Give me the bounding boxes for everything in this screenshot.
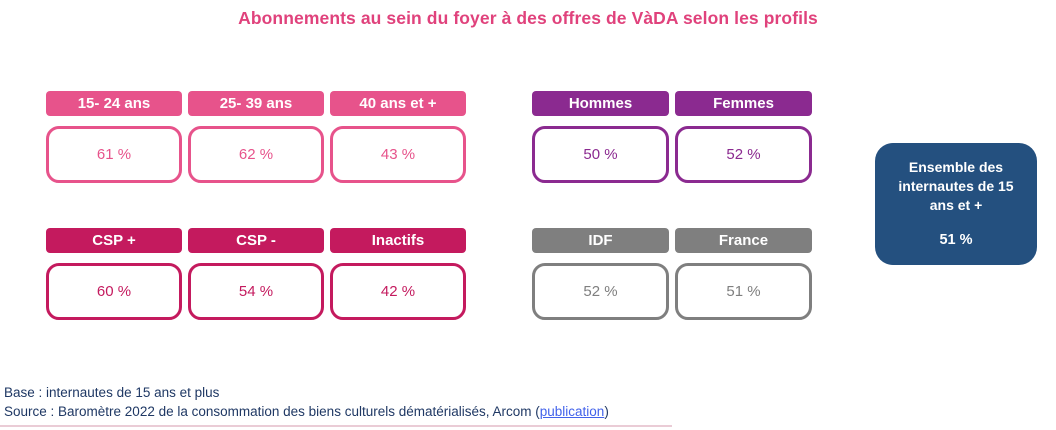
group-gender: Hommes 50 % Femmes 52 %	[532, 91, 812, 183]
source-suffix: )	[604, 403, 609, 419]
category-value: 60 %	[46, 263, 182, 320]
category-label: CSP +	[46, 228, 182, 253]
category-label: 25- 39 ans	[188, 91, 324, 116]
category-label: Inactifs	[330, 228, 466, 253]
category-value: 50 %	[532, 126, 669, 183]
category-label: Hommes	[532, 91, 669, 116]
publication-link[interactable]: publication	[539, 403, 605, 419]
category-value: 43 %	[330, 126, 466, 183]
category-label: CSP -	[188, 228, 324, 253]
stat-cell-hommes: Hommes 50 %	[532, 91, 669, 183]
category-label: France	[675, 228, 812, 253]
base-note: Base : internautes de 15 ans et plus	[4, 385, 220, 400]
bottom-divider	[0, 425, 672, 427]
stat-cell-france: France 51 %	[675, 228, 812, 320]
stat-cell-40-plus: 40 ans et + 43 %	[330, 91, 466, 183]
stat-cell-25-39: 25- 39 ans 62 %	[188, 91, 324, 183]
category-value: 54 %	[188, 263, 324, 320]
category-label: Femmes	[675, 91, 812, 116]
category-value: 52 %	[532, 263, 669, 320]
source-note: Source : Baromètre 2022 de la consommati…	[4, 403, 609, 422]
category-value: 61 %	[46, 126, 182, 183]
category-value: 42 %	[330, 263, 466, 320]
group-region: IDF 52 % France 51 %	[532, 228, 812, 320]
ensemble-box: Ensemble des internautes de 15 ans et + …	[875, 143, 1037, 265]
category-value: 62 %	[188, 126, 324, 183]
chart-title: Abonnements au sein du foyer à des offre…	[238, 8, 818, 28]
source-text: Source : Baromètre 2022 de la consommati…	[4, 403, 540, 419]
category-value: 52 %	[675, 126, 812, 183]
category-label: 40 ans et +	[330, 91, 466, 116]
group-csp: CSP + 60 % CSP - 54 % Inactifs 42 %	[46, 228, 466, 320]
stat-cell-femmes: Femmes 52 %	[675, 91, 812, 183]
stat-cell-15-24: 15- 24 ans 61 %	[46, 91, 182, 183]
footer: Base : internautes de 15 ans et plus Sou…	[4, 384, 609, 421]
stat-cell-inactifs: Inactifs 42 %	[330, 228, 466, 320]
stat-cell-idf: IDF 52 %	[532, 228, 669, 320]
stat-cell-csp-plus: CSP + 60 %	[46, 228, 182, 320]
category-value: 51 %	[675, 263, 812, 320]
category-label: IDF	[532, 228, 669, 253]
ensemble-value: 51 %	[939, 232, 973, 248]
stat-cell-csp-minus: CSP - 54 %	[188, 228, 324, 320]
category-label: 15- 24 ans	[46, 91, 182, 116]
group-age: 15- 24 ans 61 % 25- 39 ans 62 % 40 ans e…	[46, 91, 466, 183]
ensemble-label: Ensemble des internautes de 15 ans et +	[898, 159, 1014, 213]
